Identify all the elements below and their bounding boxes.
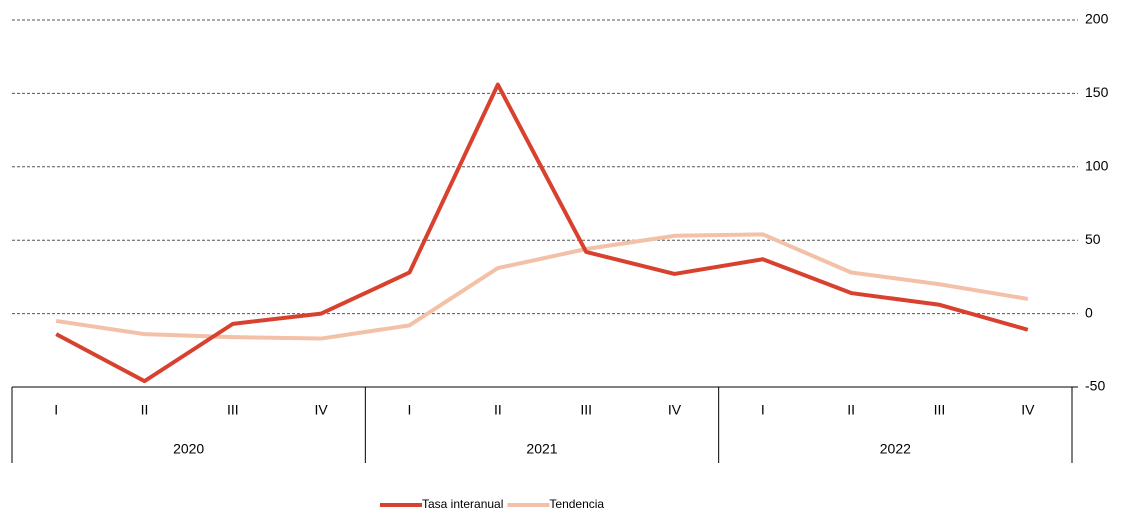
y-tick-label: 100 — [1085, 158, 1109, 174]
y-tick-label: 200 — [1085, 11, 1109, 27]
x-tick-label: IV — [668, 402, 682, 418]
x-tick-label: I — [408, 402, 412, 418]
group-label: 2021 — [526, 441, 557, 457]
series-line — [55, 232, 1029, 341]
x-tick-label: IV — [315, 402, 329, 418]
x-tick-label: IV — [1021, 402, 1035, 418]
x-tick-label: I — [761, 402, 765, 418]
x-tick-label: II — [141, 402, 149, 418]
y-tick-label: -50 — [1085, 378, 1105, 394]
series-line — [55, 82, 1029, 384]
x-tick-label: III — [227, 402, 239, 418]
legend-label: Tasa interanual — [422, 497, 503, 511]
y-tick-label: 0 — [1085, 304, 1093, 320]
y-tick-label: 50 — [1085, 231, 1101, 247]
x-tick-label: II — [494, 402, 502, 418]
group-label: 2020 — [173, 441, 204, 457]
x-tick-label: II — [847, 402, 855, 418]
legend-label: Tendencia — [549, 497, 604, 511]
x-tick-label: I — [54, 402, 58, 418]
group-label: 2022 — [880, 441, 911, 457]
y-tick-label: 150 — [1085, 84, 1109, 100]
x-tick-label: III — [934, 402, 946, 418]
x-tick-label: III — [580, 402, 592, 418]
